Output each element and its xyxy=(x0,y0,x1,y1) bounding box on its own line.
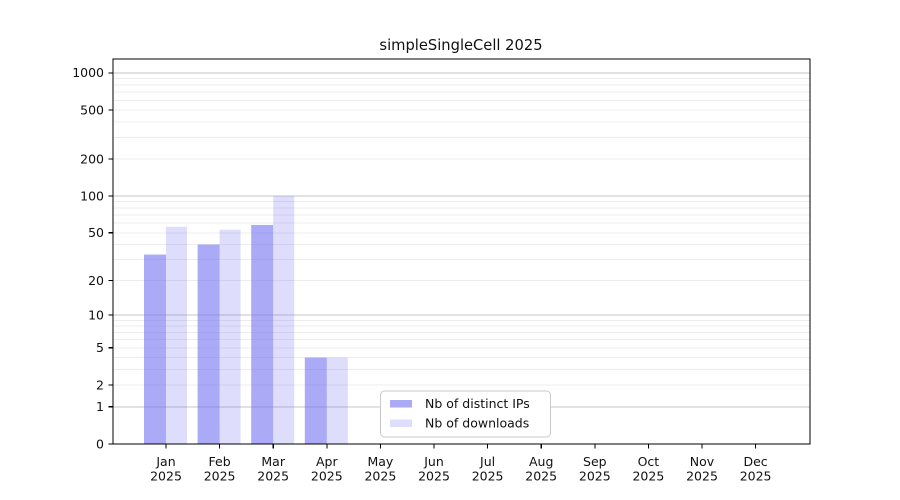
x-tick-label-year: 2025 xyxy=(204,469,236,484)
x-tick-label-month: Apr xyxy=(316,454,338,469)
y-tick-label: 10 xyxy=(88,307,104,322)
x-tick-label-year: 2025 xyxy=(472,469,504,484)
x-tick-label-month: Jul xyxy=(479,454,495,469)
y-tick-label: 1 xyxy=(96,399,104,414)
y-tick-label: 20 xyxy=(88,273,104,288)
axis-box xyxy=(112,58,811,445)
x-tick-label-month: Nov xyxy=(690,454,715,469)
x-tick-label-year: 2025 xyxy=(686,469,718,484)
x-tick-label-month: Dec xyxy=(743,454,767,469)
x-tick-label-month: Mar xyxy=(261,454,285,469)
plot-area: 01251020501002005001000Jan2025Feb2025Mar… xyxy=(72,58,811,484)
x-tick-label-month: Oct xyxy=(638,454,660,469)
x-tick-label-year: 2025 xyxy=(150,469,182,484)
x-tick-label-year: 2025 xyxy=(311,469,343,484)
legend-label-distinct-ips: Nb of distinct IPs xyxy=(425,396,530,411)
bar-downloads-feb xyxy=(219,229,241,444)
y-tick-label: 1000 xyxy=(72,65,104,80)
x-tick-label-year: 2025 xyxy=(740,469,772,484)
legend-label-downloads: Nb of downloads xyxy=(425,416,529,431)
bar-downloads-mar xyxy=(273,196,295,444)
x-tick-label-year: 2025 xyxy=(632,469,664,484)
bar-distinct-ips-mar xyxy=(251,224,274,444)
x-tick-label-year: 2025 xyxy=(418,469,450,484)
y-tick-label: 2 xyxy=(96,377,104,392)
y-tick-label: 100 xyxy=(80,188,104,203)
y-tick-label: 50 xyxy=(88,225,104,240)
x-tick-label-month: Jan xyxy=(155,454,175,469)
y-tick-label: 0 xyxy=(96,436,104,451)
legend-box xyxy=(380,390,551,438)
x-tick-label-month: Aug xyxy=(529,454,553,469)
bar-distinct-ips-feb xyxy=(197,244,220,444)
bar-downloads-jan xyxy=(166,226,187,444)
x-tick-label-year: 2025 xyxy=(364,469,396,484)
x-tick-label-year: 2025 xyxy=(525,469,557,484)
chart-title: simpleSingleCell 2025 xyxy=(379,37,542,54)
bar-distinct-ips-jan xyxy=(144,254,166,444)
x-tick-label-month: Jun xyxy=(423,454,444,469)
bar-downloads-apr xyxy=(326,357,348,444)
x-tick-label-month: May xyxy=(367,454,393,469)
bar-distinct-ips-apr xyxy=(304,357,327,444)
legend-swatch-distinct-ips xyxy=(390,400,412,408)
x-tick-label-month: Feb xyxy=(209,454,231,469)
x-tick-label-month: Sep xyxy=(583,454,607,469)
legend-swatch-downloads xyxy=(390,419,412,427)
y-tick-label: 500 xyxy=(80,102,104,117)
x-tick-label-year: 2025 xyxy=(579,469,611,484)
y-tick-label: 5 xyxy=(96,340,104,355)
legend: Nb of distinct IPs Nb of downloads xyxy=(380,390,551,438)
y-tick-label: 200 xyxy=(80,151,104,166)
x-tick-label-year: 2025 xyxy=(257,469,289,484)
